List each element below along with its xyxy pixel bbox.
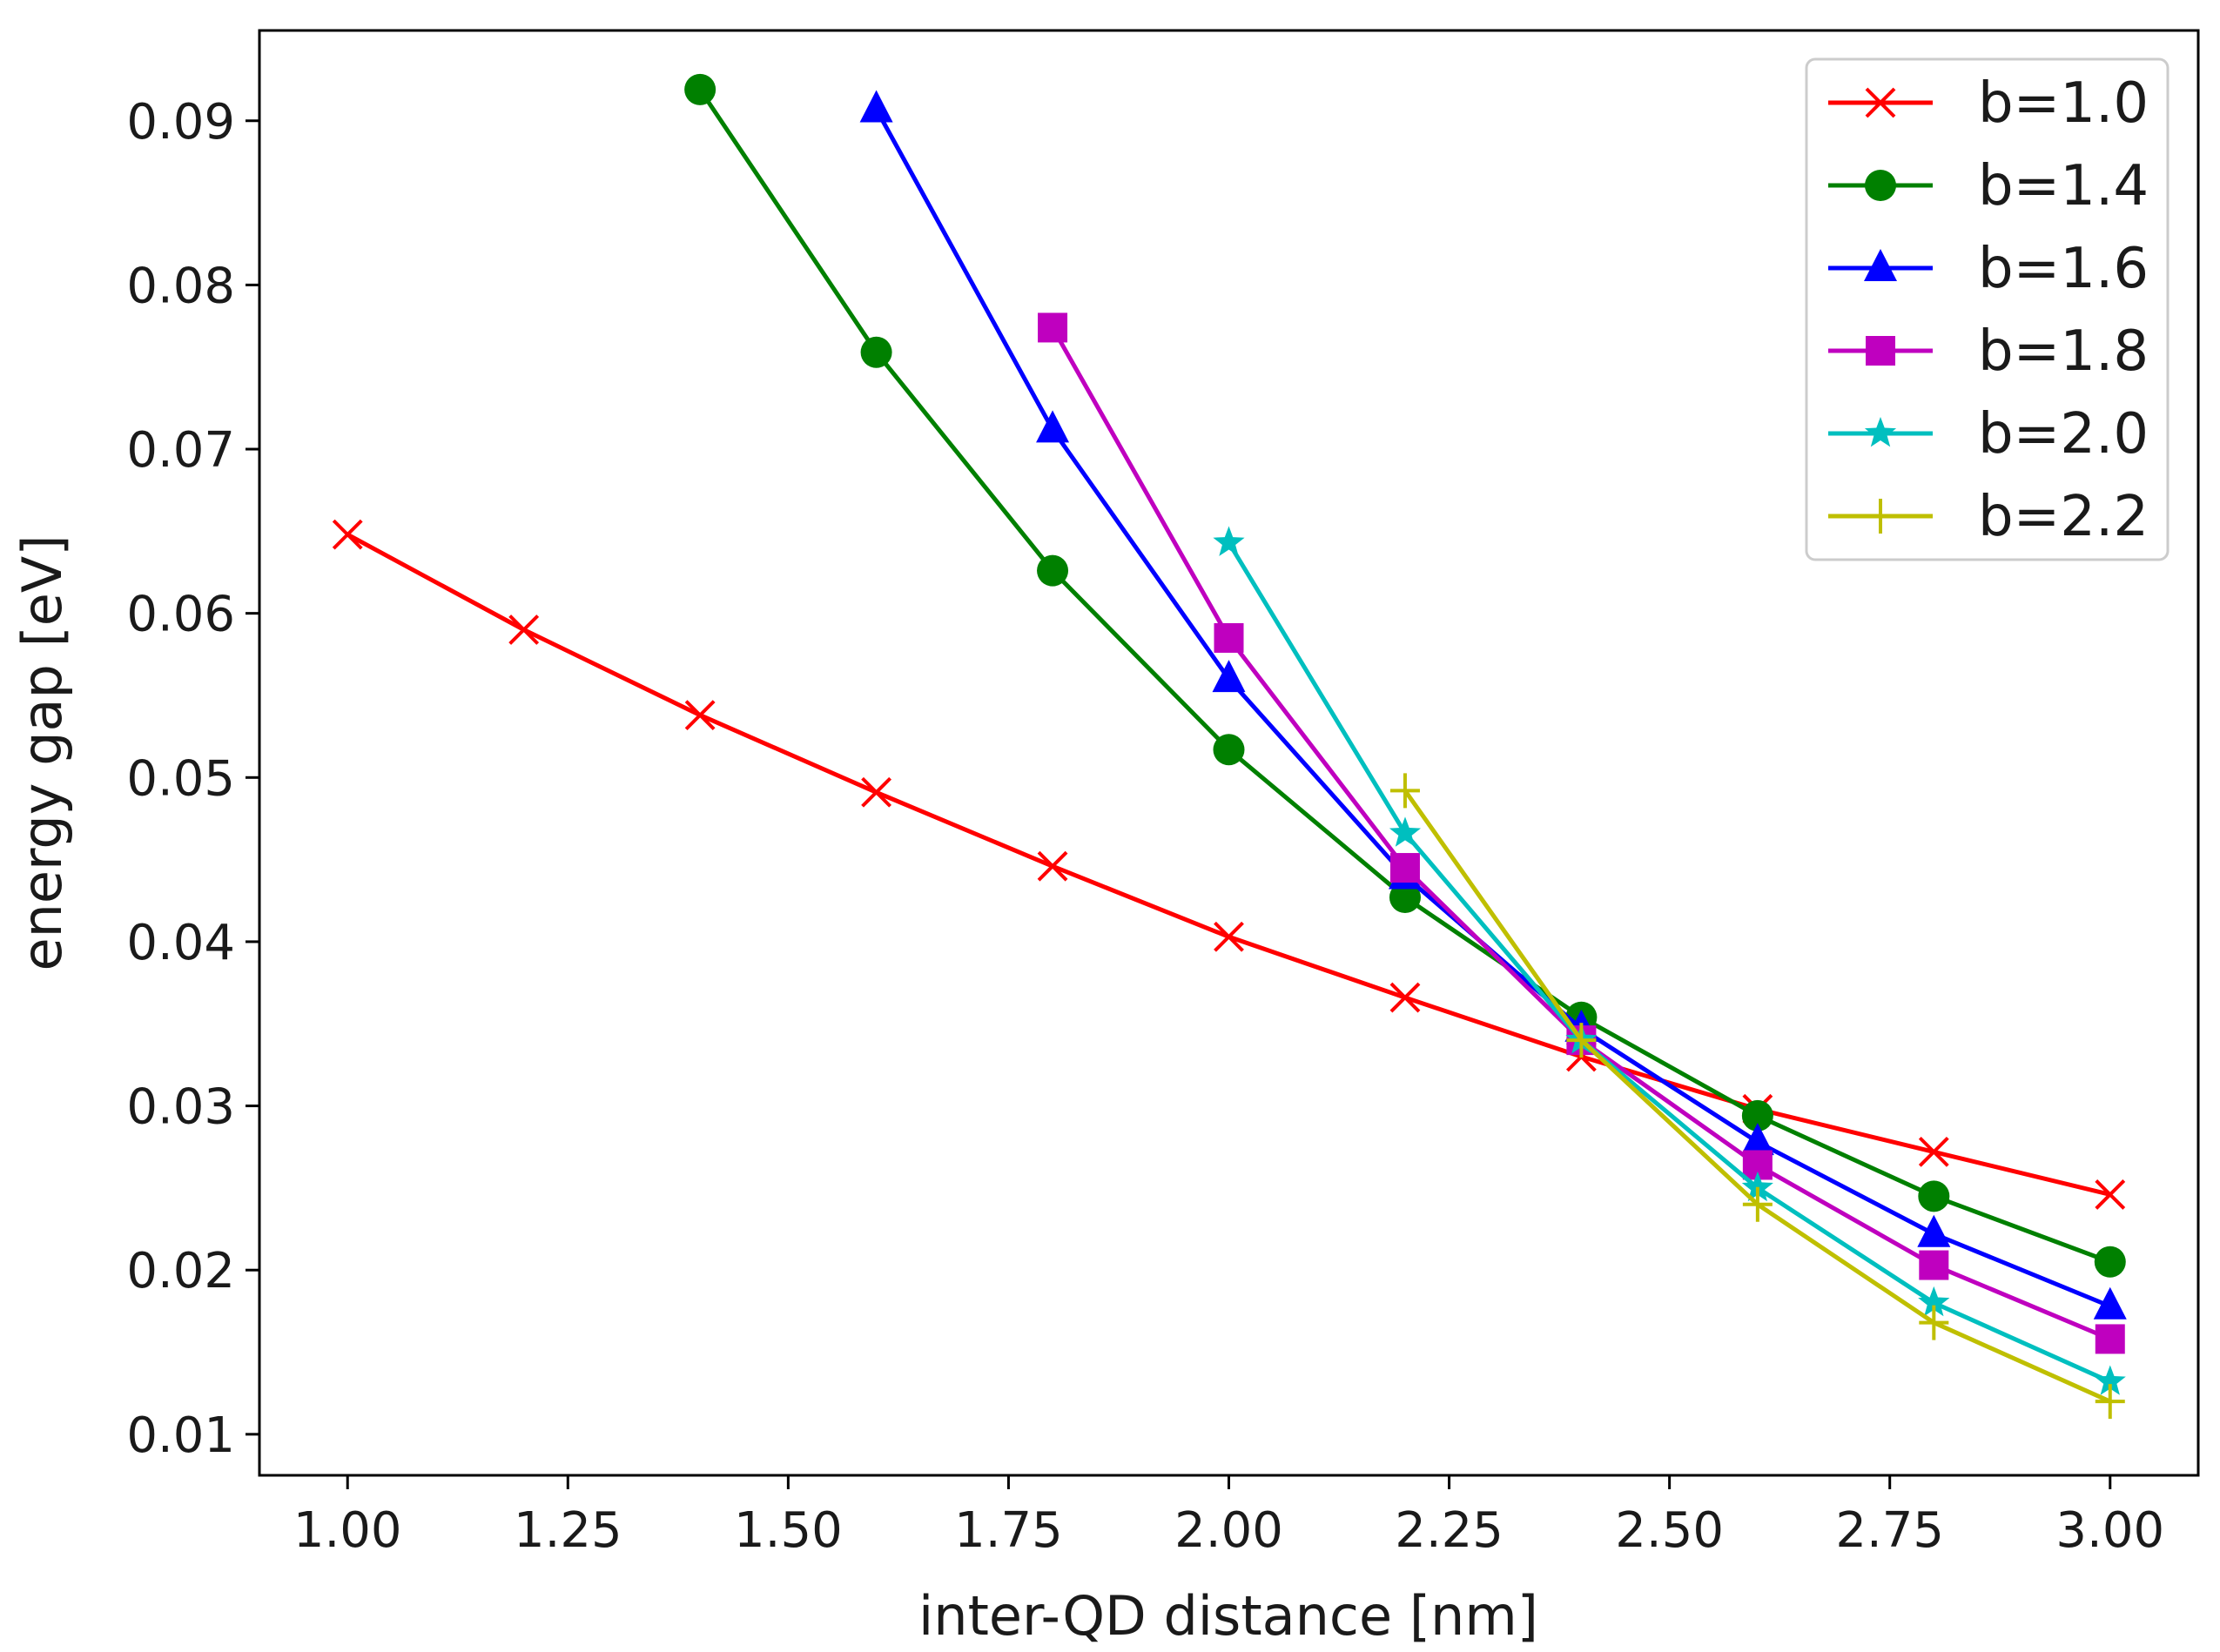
data-point-b-1-0 (1037, 850, 1068, 882)
data-point-b-1-8 (1919, 1250, 1949, 1280)
series-b-1-4 (684, 73, 2126, 1278)
y-tick-label: 0.02 (126, 1243, 235, 1299)
legend-entry-b-2-0: b=2.0 (1828, 402, 2149, 467)
legend-entry-b-1-0: b=1.0 (1828, 71, 2149, 136)
x-tick-label: 3.00 (2055, 1502, 2164, 1559)
legend-entry-b-1-4: b=1.4 (1828, 154, 2149, 218)
x-tick-label: 1.75 (954, 1502, 1063, 1559)
y-tick-label: 0.09 (126, 94, 235, 151)
x-tick-label: 1.25 (514, 1502, 622, 1559)
y-tick-label: 0.03 (126, 1079, 235, 1136)
x-tick-label: 1.50 (734, 1502, 843, 1559)
data-point-b-1-4 (1389, 882, 1421, 913)
data-point-b-1-6 (859, 90, 893, 123)
series-line-b-2-0 (1227, 541, 2111, 1384)
legend-label: b=1.4 (1978, 154, 2149, 218)
legend-label: b=1.6 (1978, 237, 2149, 301)
data-point-b-1-8 (1214, 622, 1244, 653)
data-point-b-1-4 (684, 73, 716, 105)
data-point-b-1-6 (1212, 660, 1246, 693)
data-point-b-2-2 (2095, 1384, 2125, 1420)
data-point-b-2-2 (1566, 1023, 1597, 1058)
series-layer (332, 73, 2127, 1420)
legend-marker (1866, 499, 1895, 534)
data-point-b-1-4 (2094, 1246, 2126, 1278)
y-tick-label: 0.04 (126, 915, 235, 971)
legend-marker (1864, 417, 1897, 447)
legend-entry-b-2-2: b=2.2 (1828, 485, 2149, 549)
data-point-b-1-6 (1740, 1123, 1774, 1156)
data-point-b-1-0 (1389, 982, 1421, 1013)
legend-label: b=1.0 (1978, 71, 2149, 136)
data-point-b-1-6 (2093, 1286, 2127, 1320)
y-tick-label: 0.08 (126, 258, 235, 314)
y-tick-label: 0.01 (126, 1407, 235, 1464)
legend-label: b=2.2 (1978, 485, 2149, 549)
data-point-b-1-4 (1741, 1099, 1773, 1132)
legend-label: b=2.0 (1978, 402, 2149, 467)
legend-marker (1866, 336, 1895, 366)
data-point-b-1-6 (1036, 410, 1070, 443)
data-point-b-2-0 (1918, 1286, 1950, 1317)
x-tick-label: 2.25 (1395, 1502, 1504, 1559)
data-point-b-1-0 (1214, 921, 1244, 952)
data-point-b-1-8 (2095, 1324, 2125, 1354)
data-point-b-2-0 (1389, 816, 1421, 847)
data-point-b-2-0 (1741, 1171, 1773, 1202)
x-axis-label: inter-QD distance [nm] (918, 1584, 1538, 1648)
y-tick-label: 0.05 (126, 750, 235, 807)
data-point-b-1-0 (508, 614, 540, 645)
data-point-b-1-8 (1389, 853, 1420, 883)
x-tick-label: 2.50 (1615, 1502, 1724, 1559)
x-tick-label: 2.75 (1835, 1502, 1944, 1559)
data-point-b-1-0 (332, 519, 363, 550)
legend-label: b=1.8 (1978, 319, 2149, 384)
data-point-b-1-4 (1918, 1180, 1950, 1212)
legend-marker (1865, 87, 1896, 118)
data-point-b-1-6 (1917, 1214, 1951, 1247)
y-axis-ticks: 0.01 0.02 0.03 0.04 0.05 0.06 0.07 0.08 0.09 (126, 94, 259, 1464)
data-point-b-1-0 (2095, 1179, 2126, 1210)
y-tick-label: 0.07 (126, 422, 235, 479)
data-point-b-1-8 (1038, 312, 1068, 343)
data-point-b-2-0 (1213, 526, 1245, 556)
y-tick-label: 0.06 (126, 587, 235, 643)
data-point-b-2-2 (1389, 773, 1420, 809)
legend-marker (1864, 249, 1897, 281)
legend-entry-b-1-6: b=1.6 (1828, 237, 2149, 301)
data-point-b-1-4 (860, 336, 892, 368)
data-point-b-2-0 (2094, 1365, 2126, 1395)
x-axis-ticks: 1.00 1.25 1.50 1.75 2.00 2.25 2.50 2.75 3.00 (293, 1475, 2164, 1559)
legend-marker (1865, 170, 1896, 201)
data-point-b-1-0 (684, 700, 716, 731)
y-axis-label: energy gap [eV] (10, 534, 74, 970)
series-b-2-2 (1389, 773, 2125, 1420)
data-point-b-2-2 (1919, 1305, 1949, 1340)
data-point-b-1-0 (1918, 1136, 1949, 1167)
plot-frame (258, 29, 2200, 1477)
x-tick-label: 1.00 (293, 1502, 402, 1559)
legend: b=1.0 b=1.4 b=1.6 b=1.8 b=2.0 b=2.2 (1805, 57, 2170, 561)
legend-entry-b-1-8: b=1.8 (1828, 319, 2149, 384)
x-tick-label: 2.00 (1174, 1502, 1283, 1559)
data-point-b-1-4 (1037, 554, 1069, 587)
data-point-b-1-4 (1213, 734, 1245, 766)
data-point-b-2-2 (1742, 1186, 1773, 1222)
data-point-b-1-0 (861, 776, 892, 808)
